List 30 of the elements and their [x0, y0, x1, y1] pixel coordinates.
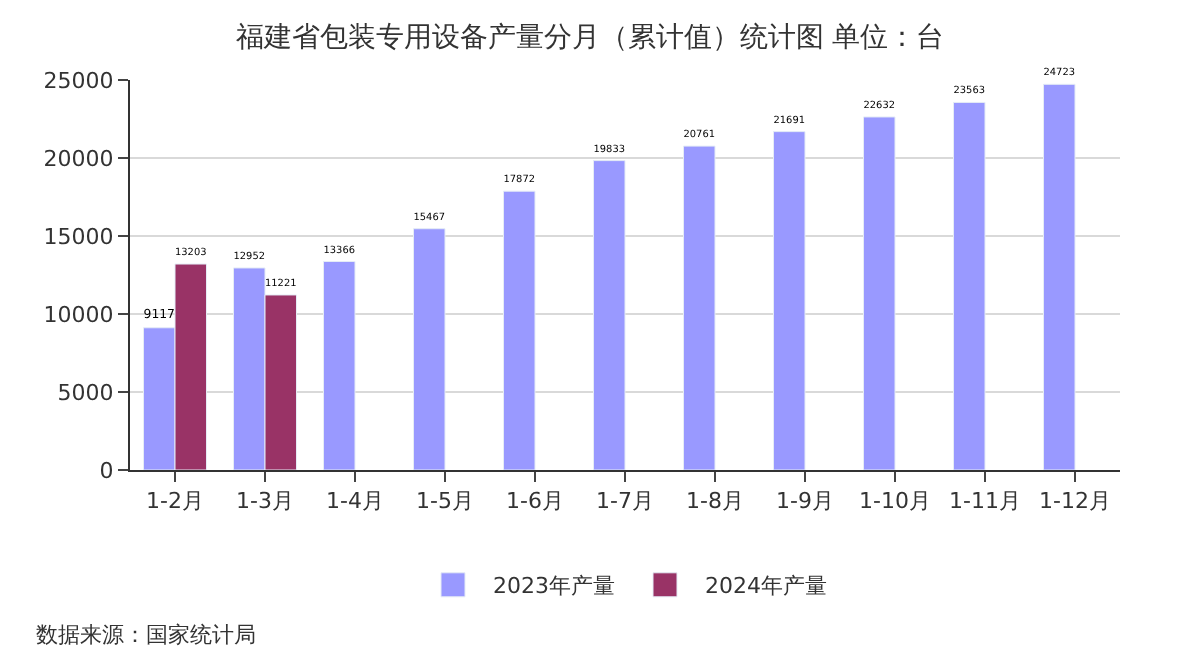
- bar: [593, 160, 626, 470]
- y-tick-label: 15000: [43, 223, 114, 250]
- x-tick-label: 1-8月: [686, 488, 744, 515]
- x-tick-label: 1-9月: [776, 488, 834, 515]
- y-tick-label: 25000: [43, 67, 114, 94]
- x-tick-label: 1-4月: [326, 488, 384, 515]
- legend-label: 2023年产量: [493, 573, 615, 600]
- source-note: 数据来源：国家统计局: [36, 622, 256, 648]
- y-tick-label: 10000: [43, 301, 114, 328]
- legend-label: 2024年产量: [705, 573, 827, 600]
- chart-title: 福建省包装专用设备产量分月（累计值）统计图 单位：台: [235, 22, 945, 54]
- x-tick-label: 1-11月: [949, 488, 1021, 515]
- x-tick-label: 1-12月: [1039, 488, 1111, 515]
- x-tick-label: 1-3月: [236, 488, 294, 515]
- x-tick-label: 1-6月: [506, 488, 564, 515]
- bar: [953, 101, 986, 470]
- x-tick-label: 1-7月: [596, 488, 654, 515]
- x-tick-label: 1-2月: [146, 488, 204, 515]
- y-tick-label: 20000: [43, 145, 114, 172]
- y-tick-label: 5000: [57, 379, 114, 406]
- y-tick-label: 0: [99, 457, 114, 484]
- bar: [503, 190, 536, 470]
- bar: [1043, 83, 1076, 470]
- x-tick-label: 1-10月: [859, 488, 931, 515]
- bar: [323, 261, 356, 470]
- bar: [683, 145, 716, 470]
- x-tick-label: 1-5月: [416, 488, 474, 515]
- bar: [863, 116, 896, 470]
- bar: [773, 131, 806, 470]
- bar: [413, 228, 446, 470]
